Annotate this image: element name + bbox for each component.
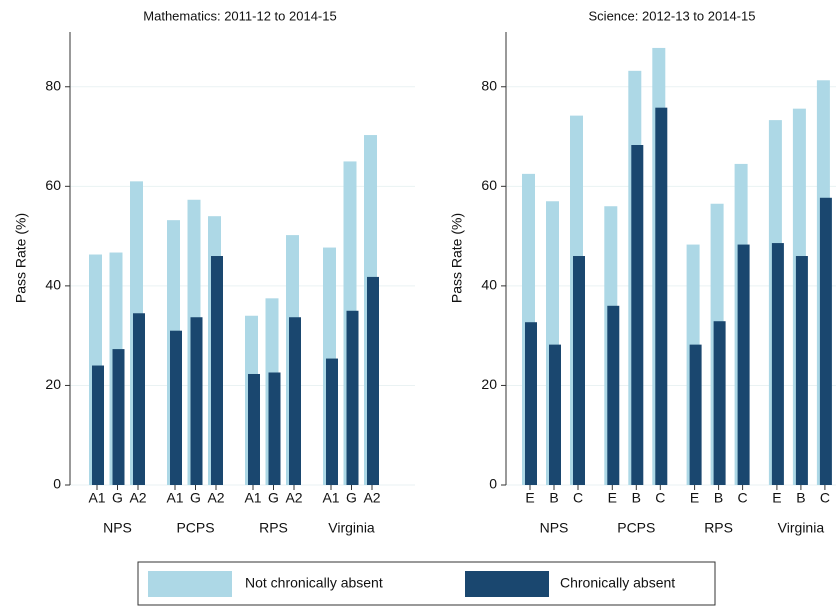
x-tick-label: B — [632, 490, 641, 506]
x-tick-label: A1 — [88, 490, 105, 506]
y-tick-label: 80 — [481, 77, 497, 93]
legend-swatch — [148, 571, 232, 597]
y-tick-label: 20 — [45, 376, 61, 392]
x-tick-label: G — [112, 490, 123, 506]
legend-label: Chronically absent — [560, 575, 675, 591]
bar — [771, 243, 784, 485]
group-label: PCPS — [176, 520, 214, 536]
x-tick-label: C — [820, 490, 830, 506]
legend-swatch — [465, 571, 549, 597]
bar — [346, 310, 359, 485]
y-tick-label: 40 — [481, 277, 497, 293]
bar — [737, 244, 750, 485]
x-tick-label: C — [655, 490, 665, 506]
bar — [326, 358, 338, 485]
bar — [549, 344, 561, 485]
y-axis-label: Pass Rate (%) — [449, 213, 465, 303]
y-tick-label: 20 — [481, 376, 497, 392]
x-tick-label: G — [268, 490, 279, 506]
bar — [819, 197, 832, 485]
x-tick-label: A2 — [363, 490, 380, 506]
bar — [367, 276, 379, 485]
group-label: PCPS — [617, 520, 655, 536]
x-tick-label: E — [690, 490, 699, 506]
x-tick-label: C — [573, 490, 583, 506]
legend-box — [137, 561, 716, 606]
y-tick-label: 0 — [489, 476, 497, 492]
x-tick-label: E — [525, 490, 534, 506]
y-tick-label: 60 — [45, 177, 61, 193]
bar — [289, 317, 301, 485]
x-tick-label: E — [772, 490, 781, 506]
bar — [112, 349, 125, 485]
chart-title: Mathematics: 2011-12 to 2014-15 — [143, 8, 336, 23]
x-tick-label: A1 — [244, 490, 261, 506]
bar — [607, 305, 620, 485]
x-tick-label: A1 — [166, 490, 183, 506]
x-tick-label: B — [549, 490, 558, 506]
bar — [795, 256, 808, 485]
bar — [655, 107, 668, 486]
x-tick-label: B — [714, 490, 723, 506]
y-tick-label: 0 — [53, 476, 61, 492]
x-tick-label: G — [346, 490, 357, 506]
x-tick-label: B — [796, 490, 805, 506]
group-label: Virginia — [328, 520, 375, 536]
x-tick-label: C — [738, 490, 748, 506]
bar — [190, 317, 203, 485]
x-tick-label: A2 — [285, 490, 302, 506]
group-label: Virginia — [778, 520, 825, 536]
bar — [170, 330, 182, 485]
group-label: RPS — [259, 520, 288, 536]
x-tick-label: G — [190, 490, 201, 506]
group-label: NPS — [103, 520, 132, 536]
y-tick-label: 40 — [45, 277, 61, 293]
bar — [689, 344, 702, 485]
x-tick-label: A1 — [322, 490, 339, 506]
legend-label: Not chronically absent — [245, 575, 383, 591]
y-tick-label: 60 — [481, 177, 497, 193]
chart-title: Science: 2012-13 to 2014-15 — [589, 8, 756, 23]
bar — [573, 256, 585, 485]
bar — [92, 365, 104, 485]
x-tick-label: A2 — [129, 490, 146, 506]
bar — [133, 313, 145, 485]
x-tick-label: E — [608, 490, 617, 506]
x-tick-label: A2 — [207, 490, 224, 506]
bar — [631, 145, 644, 485]
bar — [713, 321, 726, 485]
y-axis-label: Pass Rate (%) — [13, 213, 29, 303]
bar — [268, 372, 281, 485]
group-label: NPS — [540, 520, 569, 536]
y-tick-label: 80 — [45, 77, 61, 93]
bar — [525, 322, 537, 485]
bar — [248, 373, 260, 485]
bar — [211, 256, 223, 485]
group-label: RPS — [704, 520, 733, 536]
